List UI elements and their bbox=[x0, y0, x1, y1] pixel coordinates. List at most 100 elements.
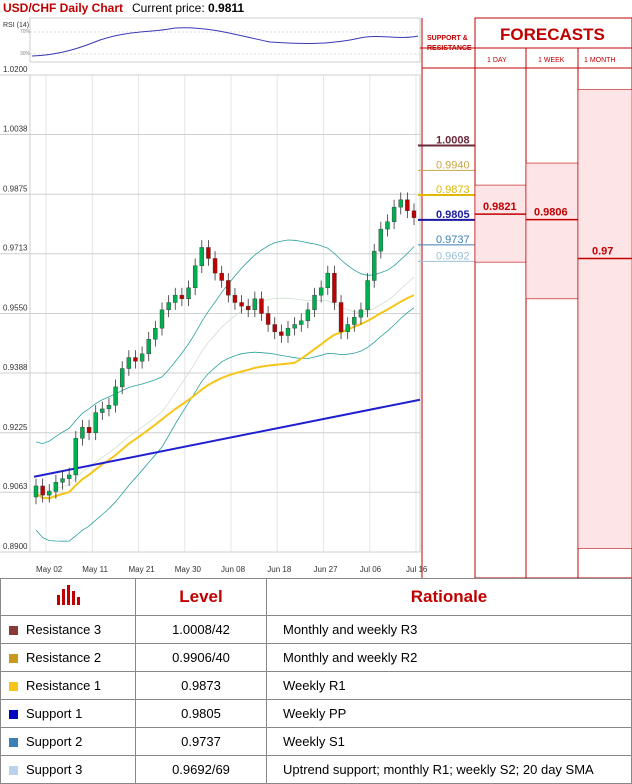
forecast-horizon: 1 MONTH bbox=[584, 57, 616, 64]
rsi-level-70: 70% bbox=[20, 29, 31, 35]
sr-label: 1.0008 bbox=[436, 134, 470, 146]
candle-body bbox=[153, 327, 158, 340]
forecast-frame bbox=[474, 17, 632, 578]
table-header-row: Level Rationale bbox=[0, 578, 632, 616]
candle-body bbox=[372, 250, 377, 281]
candle-body bbox=[385, 221, 390, 230]
sma20-mid bbox=[35, 276, 415, 492]
bollinger-upper bbox=[35, 239, 415, 445]
candle-body bbox=[73, 438, 78, 476]
sma-yellow-line bbox=[35, 294, 415, 500]
candle-body bbox=[226, 280, 231, 296]
candle-body bbox=[173, 294, 178, 303]
candle-body bbox=[120, 368, 125, 388]
level-name-text: Support 3 bbox=[26, 762, 83, 777]
candle-body bbox=[33, 485, 39, 498]
table-row: Resistance 1 0.9873 Weekly R1 bbox=[0, 671, 632, 700]
forecast-value-label: 0.97 bbox=[592, 245, 613, 257]
candle-body bbox=[232, 294, 238, 303]
x-tick-label: May 11 bbox=[82, 565, 108, 574]
candle-body bbox=[272, 324, 277, 333]
level-swatch bbox=[9, 766, 18, 776]
level-rationale: Weekly PP bbox=[266, 699, 632, 728]
bollinger-lower bbox=[35, 307, 415, 542]
x-tick-label: May 30 bbox=[175, 565, 202, 574]
candle-body bbox=[299, 320, 304, 325]
candle-body bbox=[66, 474, 72, 479]
current-price: Current price: 0.9811 bbox=[132, 1, 244, 15]
level-value: 0.9805 bbox=[135, 699, 267, 728]
current-price-value: 0.9811 bbox=[208, 1, 245, 15]
candle-body bbox=[252, 298, 258, 311]
candle-body bbox=[358, 309, 364, 318]
candle-body bbox=[53, 482, 59, 492]
candle-body bbox=[186, 287, 191, 300]
sr-label: 0.9940 bbox=[436, 159, 470, 171]
level-name-text: Resistance 2 bbox=[26, 650, 102, 665]
candle-body bbox=[285, 327, 291, 336]
level-value: 1.0008/42 bbox=[135, 615, 267, 644]
level-header: Level bbox=[135, 578, 267, 616]
candle-body bbox=[312, 294, 317, 311]
level-rationale: Weekly R1 bbox=[266, 671, 632, 700]
level-name-text: Support 2 bbox=[26, 734, 83, 749]
table-row: Support 2 0.9737 Weekly S1 bbox=[0, 727, 632, 756]
sr-label: 0.9873 bbox=[436, 184, 470, 196]
y-tick-label: 0.9875 bbox=[3, 184, 28, 193]
level-swatch bbox=[9, 738, 18, 748]
x-tick-label: Jun 08 bbox=[221, 565, 246, 574]
candle-body bbox=[212, 258, 218, 274]
candle-body bbox=[411, 210, 417, 218]
level-value: 0.9692/69 bbox=[135, 755, 267, 784]
forecast-range-box bbox=[577, 89, 632, 549]
y-tick-label: 1.0038 bbox=[3, 124, 28, 133]
level-name: Resistance 2 bbox=[0, 643, 136, 672]
rationale-header: Rationale bbox=[266, 578, 632, 616]
forecast-horizon: 1 DAY bbox=[487, 57, 507, 64]
sr-label: 0.9692 bbox=[436, 250, 470, 262]
forecast-range-box bbox=[474, 184, 527, 263]
level-swatch bbox=[9, 710, 18, 720]
candle-body bbox=[139, 353, 145, 362]
level-name: Support 1 bbox=[0, 699, 136, 728]
sr-title-1: SUPPORT & bbox=[427, 35, 468, 42]
candle-body bbox=[192, 265, 198, 289]
y-tick-label: 0.9550 bbox=[3, 304, 28, 313]
candle-body bbox=[318, 287, 324, 296]
rsi-panel bbox=[29, 17, 421, 63]
candle-body bbox=[391, 206, 397, 222]
candle-body bbox=[246, 305, 251, 311]
candle-body bbox=[259, 298, 264, 314]
forecast-value-label: 0.9821 bbox=[483, 201, 517, 213]
x-tick-label: Jul 16 bbox=[406, 565, 428, 574]
chart-svg: RSI (14)70% 30% May 02 May 11 May 21 May 30 Ju… bbox=[0, 17, 632, 578]
candle-body bbox=[166, 302, 171, 311]
y-tick-label: 0.9225 bbox=[3, 423, 28, 432]
bar-chart-icon bbox=[57, 584, 80, 605]
candle-body bbox=[345, 324, 350, 333]
candle-body bbox=[113, 386, 118, 406]
level-rationale: Monthly and weekly R3 bbox=[266, 615, 632, 644]
candle-body bbox=[352, 316, 357, 325]
level-rationale: Uptrend support; monthly R1; weekly S2; … bbox=[266, 755, 632, 784]
x-tick-label: Jun 18 bbox=[267, 565, 292, 574]
candle-body bbox=[405, 199, 410, 211]
candle-body bbox=[365, 280, 370, 311]
candle-body bbox=[239, 302, 244, 307]
level-value: 0.9906/40 bbox=[135, 643, 267, 672]
candle-body bbox=[305, 309, 311, 322]
candle-body bbox=[219, 272, 224, 281]
candle-body bbox=[86, 427, 92, 433]
x-tick-label: Jun 27 bbox=[314, 565, 339, 574]
rsi-level-30: 30% bbox=[20, 51, 31, 57]
level-swatch bbox=[9, 626, 18, 636]
x-tick-label: May 21 bbox=[129, 565, 156, 574]
level-rationale: Monthly and weekly R2 bbox=[266, 643, 632, 672]
sma200-line bbox=[33, 398, 421, 478]
level-name: Support 2 bbox=[0, 727, 136, 756]
level-name-text: Support 1 bbox=[26, 706, 83, 721]
candle-body bbox=[126, 357, 132, 369]
level-value: 0.9873 bbox=[135, 671, 267, 700]
level-name: Resistance 1 bbox=[0, 671, 136, 700]
forecast-horizon: 1 WEEK bbox=[538, 57, 565, 64]
